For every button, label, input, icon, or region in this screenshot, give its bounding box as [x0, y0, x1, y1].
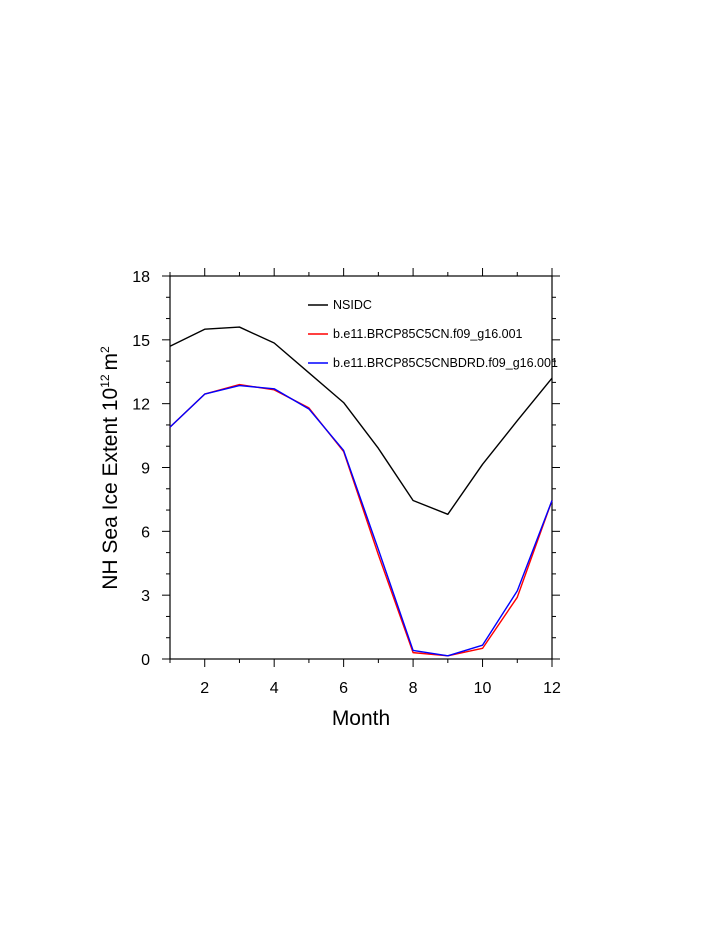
y-axis-title: NH Sea Ice Extent 1012 m2	[98, 346, 122, 590]
x-tick-label: 6	[339, 680, 348, 697]
y-axis-title-exponent: 12	[98, 374, 112, 388]
legend-label: b.e11.BRCP85C5CN.f09_g16.001	[333, 327, 523, 341]
legend-label: NSIDC	[333, 298, 372, 312]
series-line-3	[169, 384, 553, 657]
y-tick-label: 0	[141, 652, 150, 669]
axis-ticks	[162, 268, 560, 667]
y-tick-label: 15	[132, 333, 150, 350]
y-tick-label: 6	[141, 524, 150, 541]
x-tick-label: 10	[474, 680, 492, 697]
x-tick-label: 8	[409, 680, 418, 697]
series-line-2	[169, 383, 553, 657]
y-axis-title-main: NH Sea Ice Extent 10	[99, 388, 122, 590]
y-tick-label: 9	[141, 461, 150, 478]
x-tick-label: 12	[543, 680, 561, 697]
y-axis-title-unit: m	[99, 353, 122, 371]
series-line-1	[169, 326, 553, 516]
y-tick-label: 18	[132, 269, 150, 286]
x-tick-label: 4	[270, 680, 279, 697]
y-tick-label: 12	[132, 397, 150, 414]
series-lines	[169, 326, 553, 657]
legend-label: b.e11.BRCP85C5CNBDRD.f09_g16.001	[333, 356, 558, 370]
y-tick-label: 3	[141, 588, 150, 605]
x-axis-title: Month	[332, 707, 390, 730]
axis-tick-labels: 2 4 6 8 10 12 0 3 6 9 12 15 18	[132, 269, 561, 697]
x-tick-label: 2	[200, 680, 209, 697]
legend: NSIDC b.e11.BRCP85C5CN.f09_g16.001 b.e11.B…	[308, 298, 558, 370]
y-axis-title-unit-exponent: 2	[98, 346, 112, 353]
